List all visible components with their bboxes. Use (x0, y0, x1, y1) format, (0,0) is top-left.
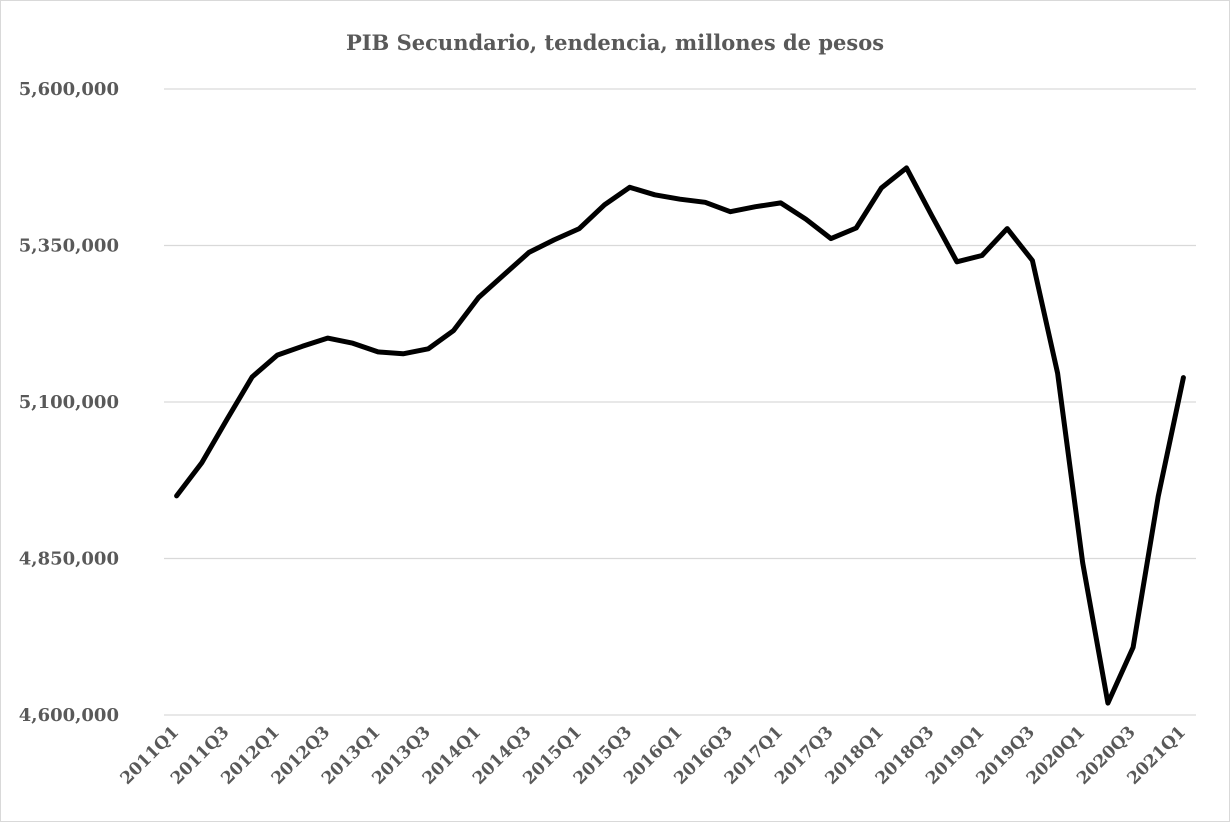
y-tick-label: 5,350,000 (19, 236, 119, 257)
series-line (174, 165, 1186, 706)
gridlines (164, 88, 1196, 716)
y-tick-label: 5,100,000 (19, 392, 119, 413)
y-axis-tick-labels: 4,600,000 4,850,000 5,100,000 5,350,000 5,60… (19, 79, 119, 726)
y-tick-label: 4,850,000 (19, 549, 119, 570)
chart-title: PIB Secundario, tendencia, millones de p… (346, 30, 884, 55)
y-tick-label: 4,600,000 (19, 705, 119, 726)
y-tick-label: 5,600,000 (19, 79, 119, 100)
x-axis-tick-labels: 2011Q12011Q32012Q12012Q32013Q12013Q32014… (117, 722, 1190, 788)
series-layer (174, 165, 1186, 706)
